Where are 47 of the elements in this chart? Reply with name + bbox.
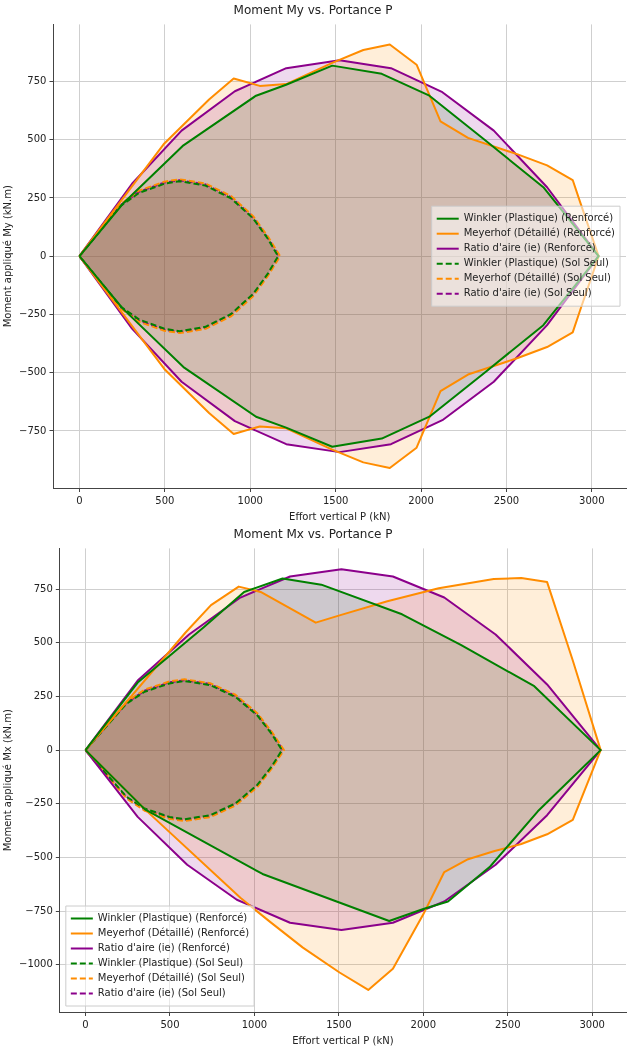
y-tick-label: 500 <box>33 636 53 648</box>
y-tick-label: −250 <box>19 308 47 320</box>
x-axis-title: Effort vertical P (kN) <box>289 510 391 522</box>
chart-title: Moment Mx vs. Portance P <box>233 527 393 542</box>
legend-label: Meyerhof (Détaillé) (Sol Seul) <box>463 272 611 284</box>
y-axis-title: Moment appliqué Mx (kN.m) <box>1 709 13 852</box>
x-tick-label: 1500 <box>326 1018 352 1030</box>
chart-title: Moment My vs. Portance P <box>233 3 393 18</box>
x-tick-label: 1500 <box>322 494 349 506</box>
legend-label: Ratio d'aire (ie) (Renforcé) <box>463 242 596 254</box>
y-tick-label: −250 <box>25 797 53 809</box>
legend-label: Winkler (Plastique) (Renforcé) <box>463 212 614 224</box>
legend-label: Winkler (Plastique) (Sol Seul) <box>463 257 610 269</box>
legend-label: Ratio d'aire (ie) (Sol Seul) <box>463 287 592 299</box>
y-tick-label: 0 <box>46 743 53 755</box>
x-tick-label: 2000 <box>408 494 434 506</box>
x-tick-label: 3000 <box>579 1018 605 1030</box>
x-tick-label: 2000 <box>410 1018 437 1030</box>
y-tick-label: −1000 <box>19 958 53 970</box>
y-tick-label: −750 <box>19 424 47 436</box>
legend-label: Winkler (Plastique) (Renforcé) <box>97 912 248 924</box>
x-tick-label: 500 <box>160 1018 180 1030</box>
x-tick-label: 2500 <box>495 1018 521 1030</box>
x-tick-label: 500 <box>155 494 175 506</box>
legend-label: Meyerhof (Détaillé) (Sol Seul) <box>97 972 246 984</box>
y-tick-label: 750 <box>27 75 47 87</box>
x-tick-label: 2500 <box>493 494 520 506</box>
legend-label: Ratio d'aire (ie) (Sol Seul) <box>97 987 226 999</box>
y-axis-title: Moment appliqué My (kN.m) <box>1 185 13 328</box>
x-tick-label: 0 <box>76 494 83 506</box>
y-tick-label: 500 <box>27 133 47 145</box>
y-tick-label: −500 <box>25 851 53 863</box>
legend-label: Meyerhof (Détaillé) (Renforcé) <box>97 927 250 939</box>
y-tick-label: 250 <box>33 690 53 702</box>
x-axis-title: Effort vertical P (kN) <box>292 1034 394 1046</box>
legend-label: Ratio d'aire (ie) (Renforcé) <box>97 942 230 954</box>
x-tick-label: 1000 <box>237 494 263 506</box>
y-tick-label: −500 <box>19 366 47 378</box>
y-tick-label: −750 <box>25 904 53 916</box>
legend-label: Winkler (Plastique) (Sol Seul) <box>97 957 244 969</box>
y-tick-label: 250 <box>27 191 47 203</box>
legend-label: Meyerhof (Détaillé) (Renforcé) <box>463 227 616 239</box>
x-tick-label: 3000 <box>579 494 605 506</box>
y-tick-label: 0 <box>40 249 47 261</box>
x-tick-label: 1000 <box>241 1018 268 1030</box>
x-tick-label: 0 <box>82 1018 89 1030</box>
y-tick-label: 750 <box>33 582 53 594</box>
